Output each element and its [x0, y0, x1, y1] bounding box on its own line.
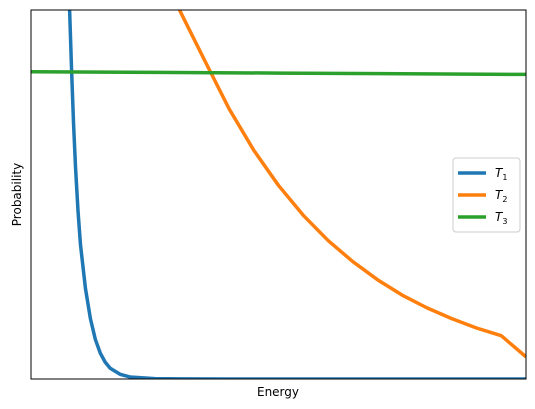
- legend-box: [452, 157, 521, 233]
- series-line-t1: [67, 10, 526, 379]
- y-axis-label: Probability: [10, 163, 24, 226]
- series-line-t3: [31, 69, 526, 77]
- plot-frame: [30, 9, 527, 380]
- plot-area: [31, 10, 526, 379]
- series-line-t2: [177, 10, 526, 359]
- x-axis-label: Energy: [257, 385, 299, 399]
